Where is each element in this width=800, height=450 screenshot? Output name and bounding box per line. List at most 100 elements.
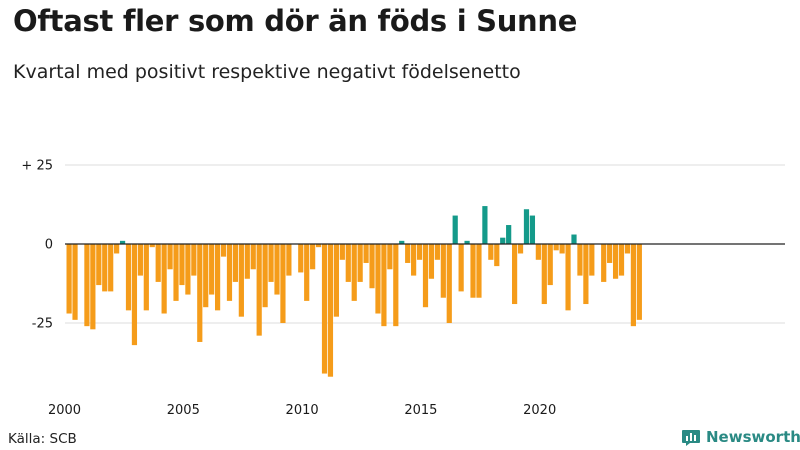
bar — [268, 244, 274, 282]
y-tick-label: -25 — [32, 317, 53, 332]
bar — [155, 244, 161, 282]
bar — [339, 244, 345, 260]
bar — [434, 244, 440, 260]
bar — [624, 244, 631, 254]
bar — [203, 244, 209, 308]
bar — [553, 244, 559, 251]
bar — [529, 215, 536, 244]
bar — [589, 244, 595, 276]
bar — [280, 244, 286, 323]
bar — [458, 244, 464, 292]
bar — [286, 244, 292, 276]
bar — [66, 244, 72, 314]
bar — [535, 244, 541, 260]
bar — [167, 244, 173, 270]
bar — [220, 244, 227, 257]
x-tick-label: 2000 — [48, 403, 81, 418]
bar — [96, 244, 102, 286]
bar — [375, 244, 381, 314]
bar — [321, 244, 328, 374]
bar — [583, 244, 589, 305]
bar — [298, 244, 304, 273]
bar — [315, 244, 322, 248]
bar — [197, 244, 203, 342]
bar — [131, 244, 138, 346]
bar — [470, 244, 476, 298]
bar — [244, 244, 250, 279]
bar-layer — [66, 206, 642, 377]
newsworthy-logo[interactable]: Newsworthy — [681, 426, 800, 448]
x-tick-label: 2015 — [404, 403, 437, 418]
bar — [422, 244, 429, 308]
bar — [541, 244, 547, 305]
x-tick-label: 2010 — [286, 403, 319, 418]
bar — [215, 244, 221, 311]
bar — [399, 240, 405, 244]
bar — [209, 244, 215, 295]
bar — [630, 244, 636, 327]
bar — [440, 244, 446, 298]
bar — [416, 244, 423, 260]
x-tick-label: 2005 — [167, 403, 200, 418]
chart-subtitle: Kvartal med positivt respektive negativt… — [13, 61, 521, 83]
bar — [149, 244, 155, 248]
bar — [274, 244, 280, 295]
y-tick-label: + 25 — [21, 159, 53, 174]
newsworthy-icon — [682, 430, 700, 446]
bar — [607, 244, 613, 263]
bar — [405, 244, 411, 263]
source-note: Källa: SCB — [8, 431, 77, 447]
bar — [310, 244, 316, 270]
y-tick-label: 0 — [45, 238, 53, 253]
bar — [612, 244, 619, 279]
bar — [369, 244, 375, 289]
bar — [84, 244, 90, 327]
bar — [327, 244, 334, 377]
bar — [547, 244, 553, 286]
bar — [304, 244, 310, 301]
bar — [226, 244, 233, 301]
grid-layer — [65, 164, 785, 324]
bar — [565, 244, 571, 311]
bar — [476, 244, 482, 298]
bar — [357, 244, 363, 282]
bar — [345, 244, 351, 282]
bar — [125, 244, 132, 311]
bar — [143, 244, 149, 311]
bar — [517, 244, 524, 254]
bar — [119, 240, 126, 244]
bar — [428, 244, 435, 279]
bar — [250, 244, 256, 270]
bar — [102, 244, 108, 292]
bar — [601, 244, 607, 282]
bar — [191, 244, 197, 276]
bar — [72, 244, 78, 320]
bar — [90, 244, 96, 330]
bar — [256, 244, 262, 336]
chart-title: Oftast fler som dör än föds i Sunne — [13, 4, 578, 38]
bar — [108, 244, 114, 292]
bar — [577, 244, 583, 276]
bar — [363, 244, 369, 263]
bar — [262, 244, 268, 308]
axis-layer: + 25 0 -25 2000 2005 2010 2015 2020 — [21, 159, 785, 418]
x-tick-label: 2020 — [523, 403, 556, 418]
bar — [500, 237, 506, 244]
bar — [393, 244, 399, 327]
bar — [488, 244, 494, 260]
bar — [173, 244, 179, 301]
brand-name: Newsworthy — [706, 428, 800, 446]
bar — [161, 244, 167, 314]
bar — [559, 244, 565, 254]
bar — [351, 244, 357, 301]
bar — [523, 209, 530, 244]
bar — [571, 234, 577, 244]
bar — [179, 244, 185, 286]
bar — [232, 244, 239, 282]
bar — [381, 244, 387, 327]
bar — [464, 240, 470, 244]
bar — [238, 244, 244, 317]
bar — [506, 225, 512, 244]
bar — [452, 215, 458, 244]
